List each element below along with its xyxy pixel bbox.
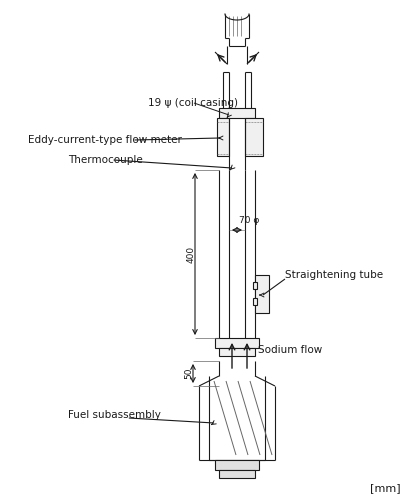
Text: Fuel subassembly: Fuel subassembly [68,410,161,420]
Bar [219,348,255,356]
Text: 19 ψ (coil casing): 19 ψ (coil casing) [148,98,238,108]
Text: [mm]: [mm] [370,483,400,493]
Bar [219,470,255,478]
Bar [215,460,259,470]
Text: 50: 50 [184,368,194,379]
Text: Straightening tube: Straightening tube [285,270,383,280]
Bar [255,275,269,313]
Bar [217,118,229,156]
Bar [219,108,255,118]
Text: Eddy-current-type flow meter: Eddy-current-type flow meter [28,135,182,145]
Text: Thermocouple: Thermocouple [68,155,143,165]
Text: 70 φ: 70 φ [239,216,260,225]
Text: Sodium flow: Sodium flow [258,345,322,355]
Bar [215,338,259,348]
Text: 400: 400 [186,246,196,262]
Bar [245,118,263,156]
Bar [253,298,257,305]
Bar [253,282,257,289]
